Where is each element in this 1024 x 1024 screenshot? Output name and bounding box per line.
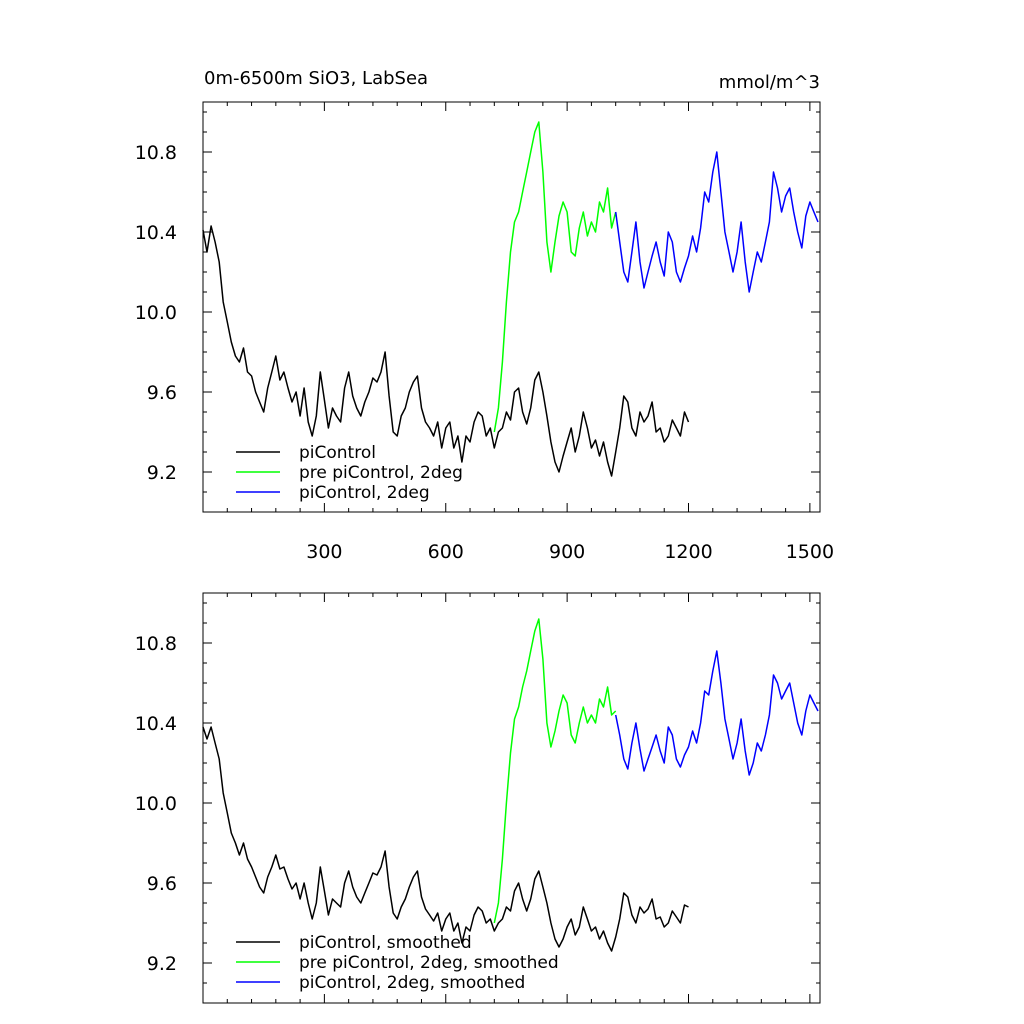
legend-label: piControl, 2deg [299, 483, 430, 503]
series-line-1 [493, 618, 617, 924]
panel-top: 0m-6500m SiO3, LabSea mmol/m^3 9.2 9.6 10.… [135, 68, 834, 563]
units-label: mmol/m^3 [719, 72, 820, 93]
x-tick-label: 900 [549, 541, 585, 563]
x-tick-label: 300 [306, 541, 342, 563]
axis-layer: 9.2 9.6 10.0 10.4 10.8 [135, 593, 820, 1003]
y-tick-label: 10.4 [135, 713, 177, 735]
y-tick-label: 10.4 [135, 222, 177, 244]
series-layer [202, 618, 819, 952]
series-line-0 [202, 225, 690, 477]
series-layer [202, 121, 819, 477]
series-line-2 [614, 650, 819, 776]
x-tick-label: 1200 [664, 541, 712, 563]
axis-layer: 9.2 9.6 10.0 10.4 10.8 300 600 900 1200 1500 [135, 102, 834, 563]
legend-label: piControl [299, 443, 376, 463]
plot-frame [202, 592, 821, 1004]
plot-frame [202, 101, 821, 513]
y-tick-label: 9.6 [147, 382, 177, 404]
x-tick-label: 600 [428, 541, 464, 563]
legend-label: piControl, smoothed [299, 933, 472, 953]
y-tick-label: 9.6 [147, 873, 177, 895]
series-line-0 [202, 726, 689, 952]
legend-label: piControl, 2deg, smoothed [299, 973, 525, 993]
panel-bottom: 9.2 9.6 10.0 10.4 10.8 piControl, smoothedpr… [135, 592, 821, 1004]
series-line-2 [614, 151, 819, 293]
x-tick-label: 1500 [786, 541, 834, 563]
panel-title: 0m-6500m SiO3, LabSea [204, 68, 428, 89]
y-tick-label: 10.8 [135, 142, 177, 164]
y-tick-label: 10.0 [135, 302, 177, 324]
y-tick-label: 9.2 [147, 953, 177, 975]
y-tick-label: 9.2 [147, 462, 177, 484]
series-line-1 [493, 121, 617, 433]
legend-label: pre piControl, 2deg, smoothed [299, 953, 559, 973]
y-tick-label: 10.8 [135, 633, 177, 655]
legend-label: pre piControl, 2deg [299, 463, 463, 483]
y-tick-label: 10.0 [135, 793, 177, 815]
